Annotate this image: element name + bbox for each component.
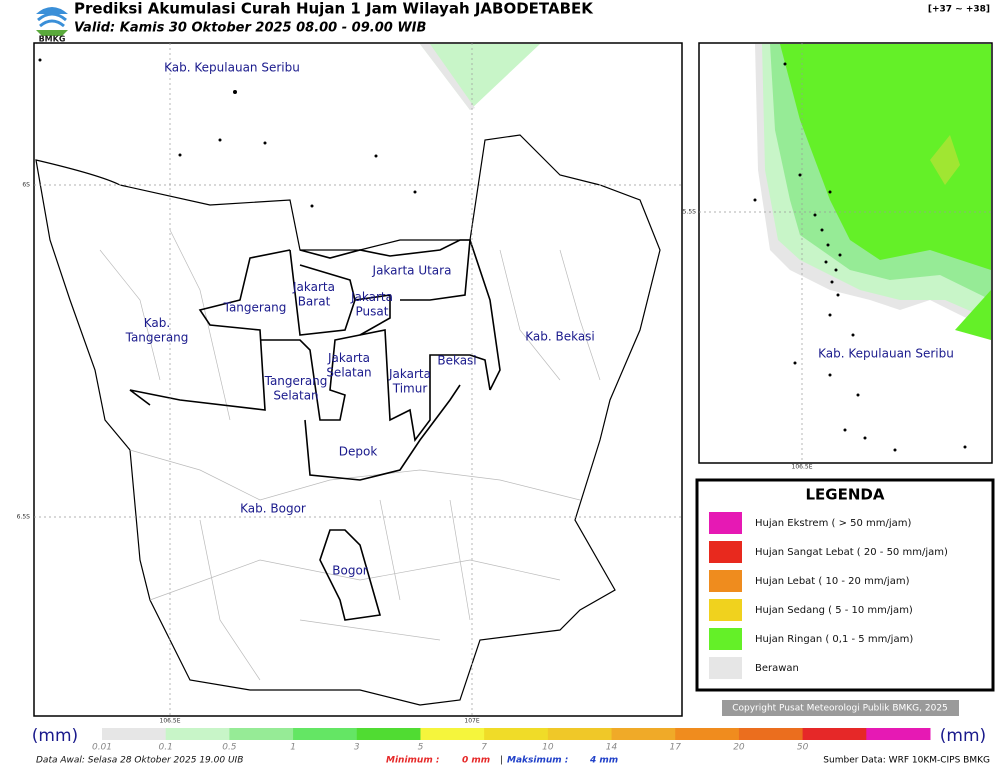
legend-swatch xyxy=(709,512,742,534)
colorbar-segment xyxy=(866,728,931,740)
region-label: Tangerang Selatan xyxy=(264,374,328,402)
region-label: Bogor xyxy=(332,564,368,578)
region-label: Jakarta Pusat xyxy=(350,290,393,318)
colorbar-segment xyxy=(484,728,549,740)
colorbar-segment xyxy=(611,728,676,740)
colorbar-tick: 1 xyxy=(290,743,296,753)
lat-tick: 6S xyxy=(22,182,30,189)
min-value: 0 mm xyxy=(462,756,490,766)
legend-swatch xyxy=(709,657,742,679)
region-label: Kab. Tangerang xyxy=(125,316,189,344)
legend-label: Hujan Sangat Lebat ( 20 - 50 mm/jam) xyxy=(755,547,948,558)
colorbar-tick: 3 xyxy=(354,743,360,753)
region-label: Kab. Bekasi xyxy=(525,330,595,344)
colorbar: (mm) (mm) 0.01 0.1 0.5 1 3 5 7 10 14 17 20 50 xyxy=(32,726,986,753)
legend-label: Hujan Sedang ( 5 - 10 mm/jam) xyxy=(755,605,913,616)
colorbar-segment xyxy=(229,728,294,740)
region-label: Jakarta Barat xyxy=(292,280,335,308)
colorbar-tick: 0.5 xyxy=(222,743,237,753)
inset-map: Kab. Kepulauan Seribu 5.5S 106.5E xyxy=(683,42,993,471)
lon-tick: 107E xyxy=(464,718,479,725)
lat-tick: 6.5S xyxy=(17,514,31,521)
max-label: Maksimum : xyxy=(507,756,568,766)
colorbar-tick: 14 xyxy=(606,743,618,753)
separator: | xyxy=(500,756,503,766)
colorbar-segment xyxy=(102,728,167,740)
max-value: 4 mm xyxy=(589,756,618,766)
unit: (mm) xyxy=(32,726,78,746)
lat-tick: 5.5S xyxy=(683,209,697,216)
colorbar-segment xyxy=(356,728,421,740)
title: Prediksi Akumulasi Curah Hujan 1 Jam Wil… xyxy=(74,0,594,18)
region-label: Tangerang xyxy=(223,301,287,315)
logo-text: BMKG xyxy=(39,35,66,44)
region-label: Depok xyxy=(339,445,378,459)
region-label: Jakarta Timur xyxy=(388,367,431,395)
logo: BMKG xyxy=(36,7,68,44)
colorbar-tick: 5 xyxy=(418,743,424,753)
colorbar-segment xyxy=(293,728,358,740)
colorbar-tick: 7 xyxy=(481,743,487,753)
colorbar-segment xyxy=(738,728,804,740)
legend-swatch xyxy=(709,599,742,621)
colorbar-segment xyxy=(675,728,740,740)
lon-tick: 106.5E xyxy=(792,464,813,471)
unit: (mm) xyxy=(940,726,986,746)
region-label: Jakarta Utara xyxy=(372,264,452,278)
colorbar-segment xyxy=(165,728,230,740)
legend-swatch xyxy=(709,570,742,592)
min-label: Minimum : xyxy=(386,756,439,766)
range: [+37 ~ +38] xyxy=(928,5,990,15)
copyright: Copyright Pusat Meteorologi Publik BMKG,… xyxy=(732,704,948,714)
colorbar-tick: 0.01 xyxy=(92,743,112,753)
source: Sumber Data: WRF 10KM-CIPS BMKG xyxy=(823,756,990,766)
colorbar-tick: 0.1 xyxy=(159,743,173,753)
legend-swatch xyxy=(709,541,742,563)
inset-label: Kab. Kepulauan Seribu xyxy=(818,347,954,361)
lon-tick: 106.5E xyxy=(160,718,181,725)
legend-label: Hujan Ekstrem ( > 50 mm/jam) xyxy=(755,518,912,529)
region-label: Bekasi xyxy=(437,354,476,368)
colorbar-tick: 10 xyxy=(542,743,554,753)
data-awal: Data Awal: Selasa 28 Oktober 2025 19.00 … xyxy=(36,756,243,766)
legend-title: LEGENDA xyxy=(806,486,885,504)
legend-label: Hujan Lebat ( 10 - 20 mm/jam) xyxy=(755,576,910,587)
colorbar-tick: 50 xyxy=(797,743,809,753)
legend-label: Hujan Ringan ( 0,1 - 5 mm/jam) xyxy=(755,634,913,645)
colorbar-segment xyxy=(547,728,613,740)
main-map: Kab. Kepulauan Seribu Jakarta Utara Jaka… xyxy=(17,42,683,725)
colorbar-segment xyxy=(802,728,867,740)
region-label: Kab. Bogor xyxy=(240,502,306,516)
colorbar-segment xyxy=(420,728,485,740)
copyright-box xyxy=(722,700,959,716)
legend-swatch xyxy=(709,628,742,650)
legend-label: Berawan xyxy=(755,663,799,674)
legend: LEGENDA Hujan Ekstrem ( > 50 mm/jam) Huja… xyxy=(695,478,995,692)
region-label: Jakarta Selatan xyxy=(326,351,371,379)
colorbar-tick: 20 xyxy=(733,743,745,753)
valid-time: Valid: Kamis 30 Oktober 2025 08.00 - 09.… xyxy=(74,21,426,36)
region-label: Kab. Kepulauan Seribu xyxy=(164,61,300,75)
colorbar-tick: 17 xyxy=(670,743,682,753)
